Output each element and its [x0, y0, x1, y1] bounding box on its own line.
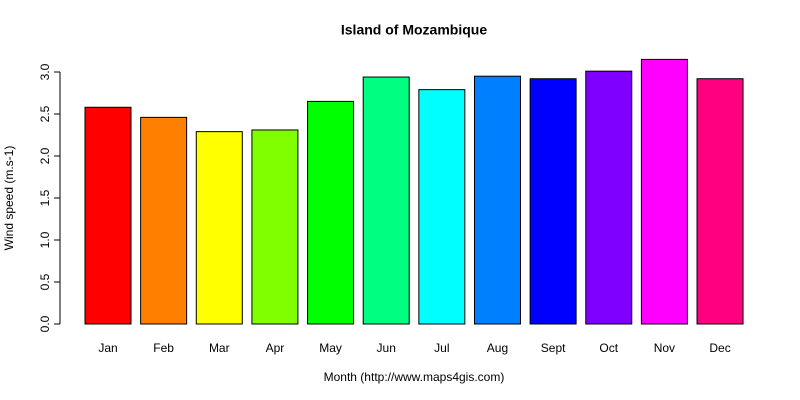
x-tick-label: May [319, 341, 342, 355]
bar [140, 116, 188, 325]
y-axis-label: Wind speed (m.s-1) [2, 146, 16, 251]
y-tick-label: 0.5 [38, 273, 52, 290]
chart-title: Island of Mozambique [341, 22, 487, 38]
x-tick-label: Oct [599, 341, 618, 355]
x-tick-label: Nov [654, 341, 675, 355]
bar [362, 76, 410, 325]
y-tick-label: 3.0 [38, 63, 52, 80]
y-tick-label: 0.0 [38, 315, 52, 332]
bar [84, 106, 132, 325]
x-tick-label: Jul [434, 341, 449, 355]
x-tick-label: Dec [709, 341, 730, 355]
x-tick-label: Aug [487, 341, 508, 355]
bar [696, 78, 744, 325]
y-tick-label: 1.0 [38, 231, 52, 248]
bar [640, 58, 688, 325]
x-tick-label: Jun [377, 341, 396, 355]
bar [307, 100, 355, 325]
x-tick-label: Sept [541, 341, 566, 355]
bar [418, 89, 466, 325]
y-tick-label: 1.5 [38, 189, 52, 206]
x-tick-label: Feb [153, 341, 174, 355]
y-tick-label: 2.0 [38, 147, 52, 164]
x-tick-label: Jan [98, 341, 117, 355]
x-tick-label: Mar [209, 341, 230, 355]
bar [251, 129, 299, 325]
bar [473, 75, 521, 325]
y-tick-label: 2.5 [38, 105, 52, 122]
bar [195, 131, 243, 325]
x-tick-label: Apr [266, 341, 285, 355]
bar [529, 78, 577, 325]
x-axis-label: Month (http://www.maps4gis.com) [324, 370, 505, 384]
bar [585, 70, 633, 325]
